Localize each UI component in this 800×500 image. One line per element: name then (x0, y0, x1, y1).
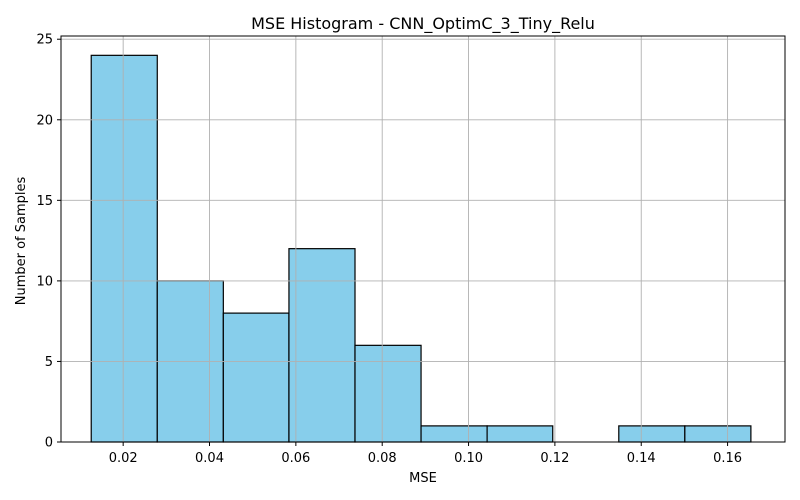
x-tick-label: 0.04 (195, 451, 224, 466)
histogram-bar (222, 312, 290, 443)
histogram-bar (90, 54, 158, 443)
histogram-bar (618, 425, 686, 443)
x-tick-label: 0.06 (281, 451, 310, 466)
plot-frame (60, 35, 786, 443)
x-tick-label: 0.08 (368, 451, 397, 466)
x-axis-label: MSE (409, 471, 437, 486)
x-tick-label: 0.02 (109, 451, 138, 466)
histogram-bar (486, 425, 554, 443)
y-tick-label: 0 (45, 436, 53, 451)
y-tick-label: 15 (36, 194, 53, 209)
y-tick-label: 10 (36, 274, 53, 289)
y-axis-label: Number of Samples (14, 177, 29, 306)
y-tick-label: 25 (36, 33, 53, 48)
bars (90, 54, 752, 443)
x-tick-label: 0.14 (627, 451, 656, 466)
chart-title: MSE Histogram - CNN_OptimC_3_Tiny_Relu (251, 14, 595, 34)
histogram-bar (288, 248, 356, 443)
x-tick-label: 0.10 (454, 451, 483, 466)
x-tick-label: 0.12 (540, 451, 569, 466)
x-tick-label: 0.16 (713, 451, 742, 466)
histogram-bar (684, 425, 752, 443)
y-tick-label: 5 (45, 355, 53, 370)
y-tick-label: 20 (36, 113, 53, 128)
histogram-bar (354, 344, 422, 443)
histogram-bar (420, 425, 488, 443)
ticks: 0.02 0.04 0.06 0.08 0.10 0.12 0.14 0.16 0 5 10 15 20… (36, 33, 742, 466)
axes (60, 35, 786, 443)
